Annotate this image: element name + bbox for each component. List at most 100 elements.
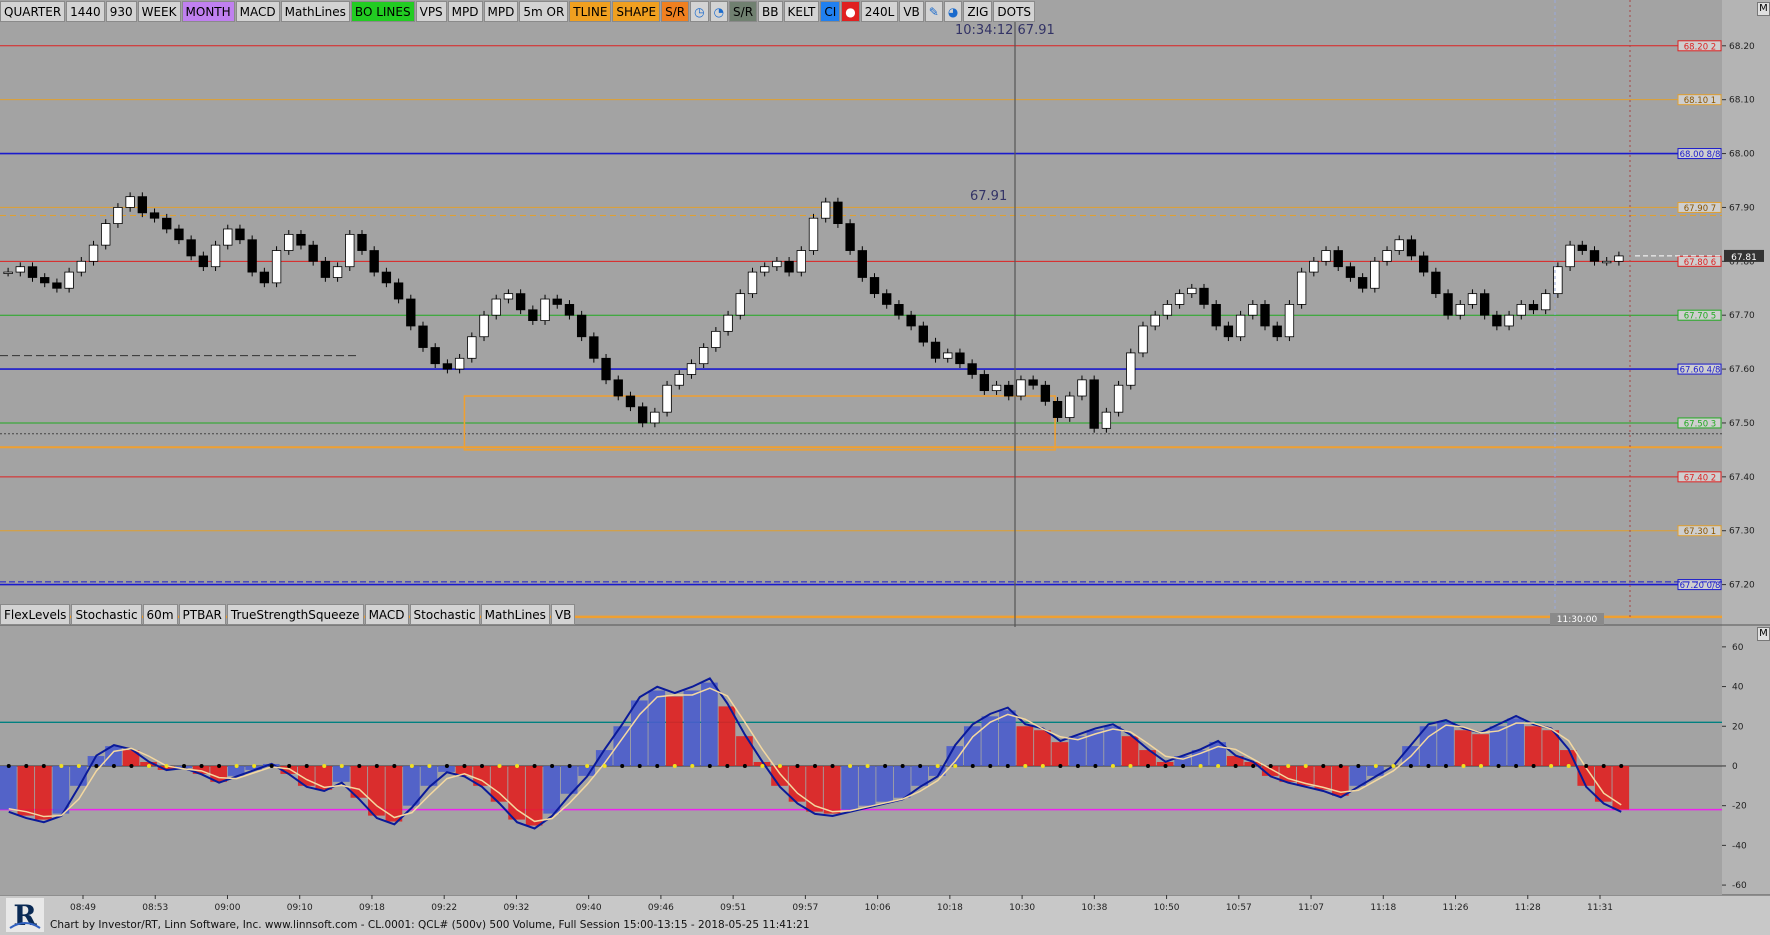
oscillator-bar: [333, 765, 350, 782]
oscillator-bar: [1349, 765, 1367, 786]
toolbar-button-mathlines[interactable]: MathLines: [280, 1, 350, 22]
candle-body: [1260, 304, 1270, 327]
indicator-button-ptbar[interactable]: PTBAR: [178, 604, 226, 625]
level-label: 67.80 6: [1684, 258, 1716, 268]
candle-body: [149, 212, 160, 219]
squeeze-dot: [725, 763, 730, 768]
toolbar-button-930[interactable]: 930: [105, 1, 137, 22]
oscillator-bar: [1226, 756, 1244, 766]
toolbar-button-tline[interactable]: TLINE: [569, 1, 612, 22]
squeeze-dot: [742, 763, 747, 768]
toolbar-button-quarter[interactable]: QUARTER: [0, 1, 66, 22]
x-tick-label: 11:07: [1298, 903, 1324, 913]
oscillator-bar: [841, 765, 858, 810]
candle-body: [223, 228, 233, 246]
toolbar-button-vb[interactable]: VB: [899, 1, 924, 22]
indicator-button-mathlines[interactable]: MathLines: [480, 604, 550, 625]
toolbar-button-bo-lines[interactable]: BO LINES: [350, 1, 415, 22]
squeeze-dot: [1303, 763, 1308, 768]
oscillator-bar: [946, 746, 964, 766]
maximize-price-panel-button[interactable]: M: [1757, 2, 1770, 16]
candle-body: [650, 411, 660, 424]
toolbar-button-week[interactable]: WEEK: [137, 1, 181, 22]
candle-body: [1187, 287, 1197, 295]
indicator-button-truestrengthsqueeze[interactable]: TrueStrengthSqueeze: [226, 604, 364, 625]
level-tag: [1677, 363, 1722, 375]
x-tick-label: 11:31: [1587, 903, 1613, 913]
stopwatch-icon[interactable]: ◔: [709, 1, 729, 22]
indicator-button-vb[interactable]: VB: [550, 604, 576, 625]
osc-y-tick-label: 0: [1732, 762, 1738, 772]
toolbar-button-ci[interactable]: CI: [820, 1, 841, 22]
indicator-button-stochastic[interactable]: Stochastic: [409, 604, 480, 625]
candle-body: [1577, 244, 1587, 251]
candle-body: [772, 260, 782, 268]
oscillator-bar: [245, 765, 263, 770]
squeeze-dot: [988, 763, 993, 768]
candle-body: [637, 406, 648, 424]
timer-icon[interactable]: ◕: [943, 1, 963, 22]
pencil-icon[interactable]: ✎: [924, 1, 943, 22]
squeeze-dot: [953, 763, 958, 768]
candle-body: [515, 293, 526, 311]
candle-body: [88, 244, 99, 262]
indicator-button-stochastic[interactable]: Stochastic: [71, 604, 142, 625]
indicator-button-flexlevels[interactable]: FlexLevels: [0, 604, 71, 625]
toolbar-button-dots[interactable]: DOTS: [993, 1, 1036, 22]
level-tag: [1677, 417, 1722, 429]
oscillator-bar: [508, 765, 525, 820]
oscillator-bar: [736, 736, 753, 766]
price-annotation: 67.91: [970, 189, 1007, 204]
oscillator-bar: [52, 765, 70, 814]
squeeze-dot: [287, 763, 292, 768]
toolbar-button-1440[interactable]: 1440: [66, 1, 105, 22]
candle-body: [894, 304, 904, 316]
squeeze-dot: [883, 763, 888, 768]
toolbar-button-240l[interactable]: 240L: [860, 1, 899, 22]
squeeze-dot: [813, 763, 817, 768]
candle-body: [1126, 352, 1136, 386]
toolbar-button-bb[interactable]: BB: [758, 1, 783, 22]
candle-body: [1345, 266, 1356, 278]
toolbar-button-zig[interactable]: ZIG: [963, 1, 993, 22]
oscillator-bar: [788, 765, 806, 802]
candle-body: [1309, 260, 1319, 273]
candle-body: [210, 244, 221, 268]
indicator-button-60m[interactable]: 60m: [142, 604, 178, 625]
candle-body: [576, 314, 587, 338]
squeeze-dot: [777, 763, 782, 768]
candle-body: [674, 374, 684, 386]
toolbar-button-mpd[interactable]: MPD: [483, 1, 519, 22]
candle-body: [1406, 239, 1417, 257]
squeeze-dot: [1233, 763, 1238, 768]
squeeze-dot: [304, 763, 309, 768]
toolbar-button-shape[interactable]: SHAPE: [612, 1, 661, 22]
toolbar-button-macd[interactable]: MACD: [235, 1, 280, 22]
toolbar-button-mpd[interactable]: MPD: [447, 1, 483, 22]
toolbar-button-vps[interactable]: VPS: [415, 1, 447, 22]
candle-body: [52, 282, 62, 289]
squeeze-dot: [94, 763, 99, 768]
x-tick-label: 09:18: [359, 903, 385, 913]
toolbar-button-month[interactable]: MONTH: [181, 1, 235, 22]
toolbar-button-kelt[interactable]: KELT: [783, 1, 820, 22]
oscillator-bar: [122, 750, 140, 766]
candle-body: [564, 304, 575, 316]
oscillator-bar: [420, 765, 438, 786]
maximize-oscillator-panel-button[interactable]: M: [1757, 627, 1770, 641]
candle-body: [125, 196, 135, 208]
indicator-button-macd[interactable]: MACD: [364, 604, 409, 625]
oscillator-bar: [1016, 726, 1034, 766]
candle-body: [381, 271, 392, 284]
candle-body: [1541, 293, 1551, 311]
x-tick-label: 08:49: [70, 903, 96, 913]
toolbar-button-s-r[interactable]: S/R: [729, 1, 758, 22]
toolbar-button-5m-or[interactable]: 5m OR: [519, 1, 569, 22]
y-tick-label: 67.80: [1729, 257, 1755, 267]
clock-icon[interactable]: ◷: [690, 1, 709, 22]
toolbar-button-s-r[interactable]: S/R: [661, 1, 690, 22]
candle-body: [332, 266, 343, 278]
oscillator-bar: [858, 765, 876, 806]
record-icon[interactable]: ●: [841, 1, 860, 22]
